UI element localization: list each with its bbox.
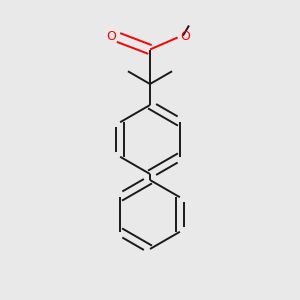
Text: O: O: [106, 29, 116, 43]
Text: O: O: [180, 29, 190, 43]
